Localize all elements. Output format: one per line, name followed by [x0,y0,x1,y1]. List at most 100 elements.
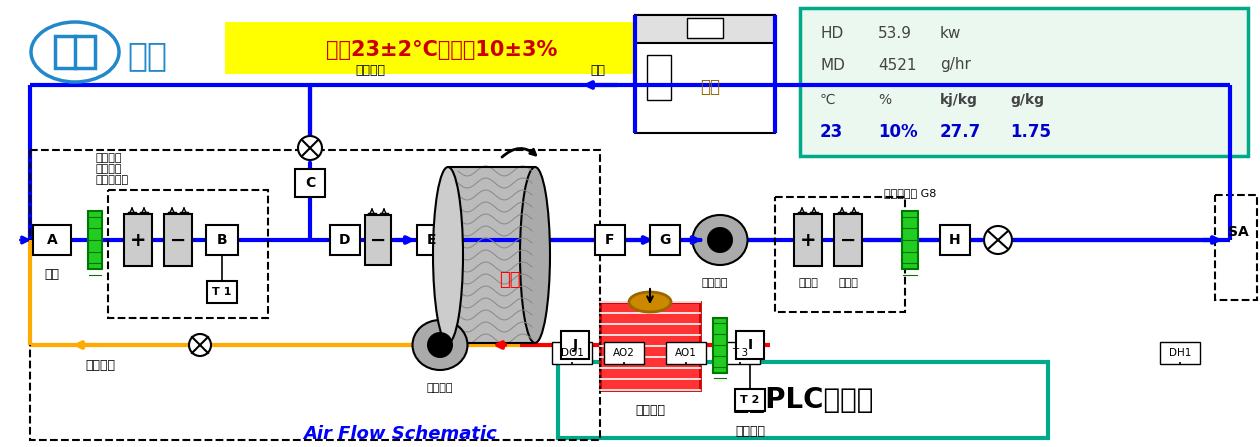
Text: 后表冷: 后表冷 [838,278,858,288]
Ellipse shape [693,215,747,265]
Text: 回风: 回风 [591,64,606,77]
Text: 柏朗: 柏朗 [127,39,168,72]
Bar [365,215,391,265]
Bar [735,389,765,411]
Text: 再生加热: 再生加热 [635,404,665,417]
Text: E: E [427,233,437,247]
Bar [794,214,822,266]
Text: 一次回风: 一次回风 [355,64,386,77]
Circle shape [427,332,454,358]
Bar [736,331,764,359]
Text: 后加热: 后加热 [798,278,818,288]
Bar [55,36,94,68]
Text: T 3: T 3 [732,348,748,358]
Text: 新风表冷: 新风表冷 [96,153,122,163]
Bar [123,214,152,266]
Bar [595,225,625,255]
Bar [226,22,660,74]
Text: 23: 23 [820,123,843,141]
Bar [800,8,1247,156]
Circle shape [984,226,1012,254]
Text: D: D [339,233,350,247]
Bar [1160,342,1200,364]
Ellipse shape [520,167,551,343]
Bar [834,214,862,266]
Text: kj/kg: kj/kg [940,93,978,107]
Bar [667,342,706,364]
Text: 新风过滤器: 新风过滤器 [96,175,129,185]
Bar [775,197,905,312]
Bar [713,317,727,372]
Text: B: B [217,233,227,247]
Text: 27.7: 27.7 [940,123,982,141]
Ellipse shape [433,167,462,343]
Text: −: − [170,231,186,249]
Circle shape [299,136,323,160]
Text: 再生风机: 再生风机 [427,383,454,393]
Bar [646,55,672,100]
Bar [940,225,970,255]
Text: J: J [572,338,577,352]
Bar [330,225,360,255]
Text: I: I [747,338,752,352]
Bar [88,211,102,269]
Text: T 2: T 2 [741,395,760,405]
Bar [719,342,760,364]
Bar [552,342,592,364]
Ellipse shape [629,292,672,312]
Bar [449,167,536,343]
Text: g/kg: g/kg [1011,93,1045,107]
Bar [164,214,192,266]
Text: 车间: 车间 [701,78,719,96]
Text: g/hr: g/hr [940,58,971,72]
Circle shape [707,227,733,253]
Bar [558,362,1048,438]
Text: 4521: 4521 [878,58,916,72]
Bar [687,18,723,38]
Text: AO1: AO1 [675,348,697,358]
Text: T 1: T 1 [213,287,232,297]
Bar [207,281,237,303]
Text: 10%: 10% [878,123,917,141]
Ellipse shape [412,320,467,370]
Bar [417,225,447,255]
Text: 新风预热: 新风预热 [96,164,122,174]
Bar [635,15,775,133]
Text: AO2: AO2 [614,348,635,358]
Text: HD: HD [820,26,843,42]
Text: −: − [840,231,857,249]
Text: −: − [370,231,386,249]
Text: 1.75: 1.75 [1011,123,1051,141]
Text: 转轮: 转轮 [499,271,520,289]
Text: G: G [659,233,670,247]
Text: Air Flow Schematic: Air Flow Schematic [304,425,496,443]
Text: MD: MD [820,58,845,72]
Text: 再生出风: 再生出风 [84,359,115,372]
Text: %: % [878,93,891,107]
Bar [604,342,644,364]
Text: F: F [605,233,615,247]
Text: DO1: DO1 [561,348,583,358]
Bar [30,150,600,440]
Text: A: A [47,233,58,247]
Text: 中效过滤器 G8: 中效过滤器 G8 [883,188,936,198]
Text: 温制23±2°C，湿制10±3%: 温制23±2°C，湿制10±3% [326,40,558,60]
Circle shape [189,334,210,356]
Bar [650,225,680,255]
Text: ℃: ℃ [820,93,835,107]
Text: 处理风机: 处理风机 [702,278,728,288]
Text: 新风: 新风 [44,268,59,281]
Bar [561,331,588,359]
Bar [108,190,268,318]
Bar [33,225,71,255]
Bar [902,211,919,269]
Text: SA: SA [1228,225,1249,239]
Text: 再生讲风: 再生讲风 [735,425,765,438]
Text: C: C [305,176,315,190]
Text: kw: kw [940,26,961,42]
Bar [205,225,238,255]
Text: +: + [130,231,146,249]
Bar [1215,195,1257,300]
Text: H: H [949,233,961,247]
Bar [600,302,701,390]
